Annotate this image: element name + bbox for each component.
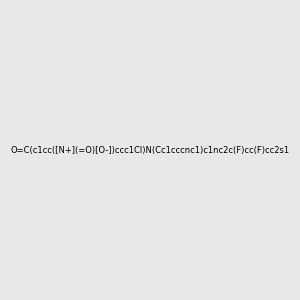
Text: O=C(c1cc([N+](=O)[O-])ccc1Cl)N(Cc1cccnc1)c1nc2c(F)cc(F)cc2s1: O=C(c1cc([N+](=O)[O-])ccc1Cl)N(Cc1cccnc1… — [11, 146, 290, 154]
